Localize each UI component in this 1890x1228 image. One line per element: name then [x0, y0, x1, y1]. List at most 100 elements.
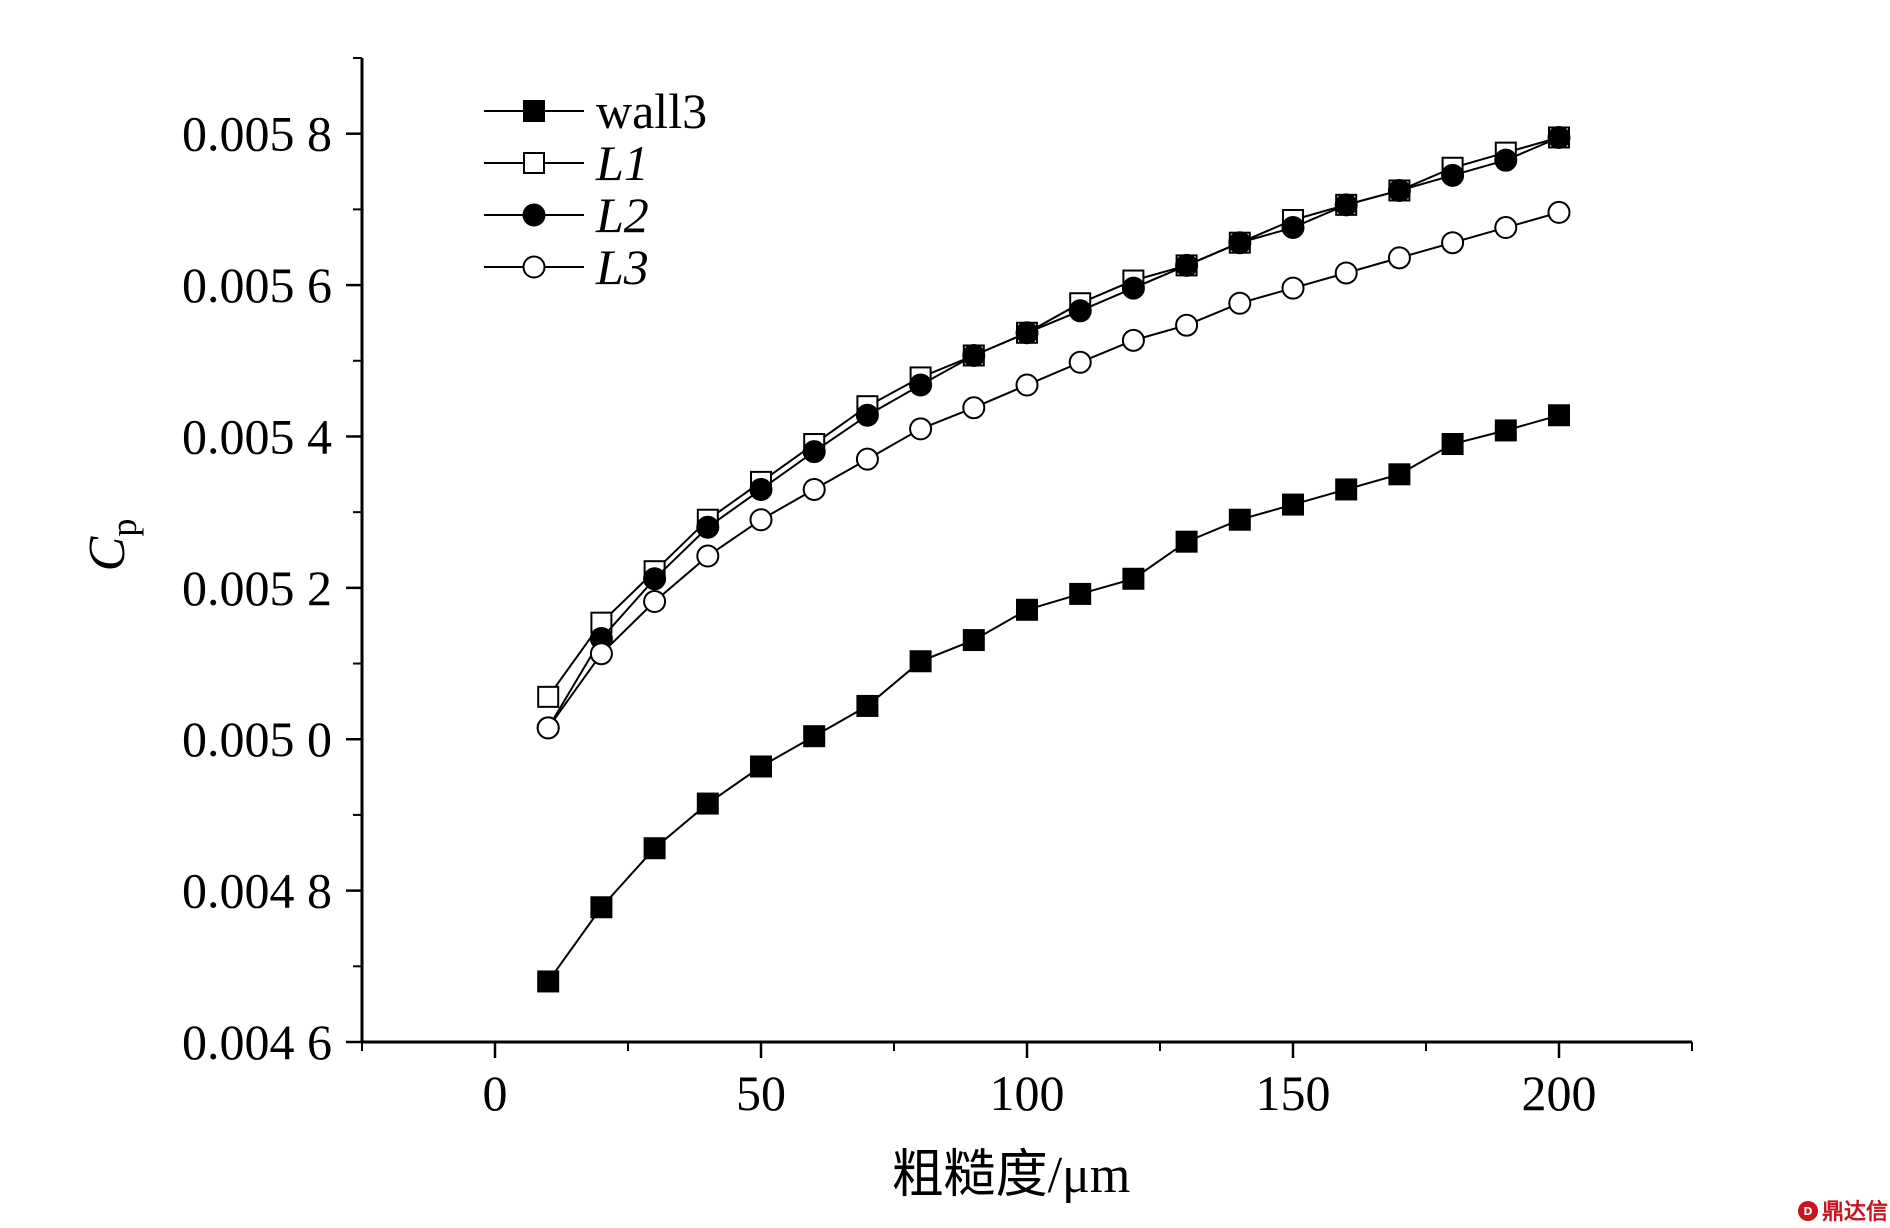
data-point-wall3	[643, 837, 666, 860]
legend-marker-l3	[522, 255, 546, 279]
x-tick-label: 50	[736, 1065, 786, 1121]
y-tick-label: 0.004 8	[182, 863, 332, 919]
series-line-wall3	[547, 414, 1560, 982]
data-point-wall3	[962, 629, 985, 652]
data-point-l3	[962, 396, 986, 420]
data-point-wall3	[803, 725, 826, 748]
data-point-wall3	[1228, 508, 1251, 531]
data-point-l2	[1441, 163, 1465, 187]
y-axis-title-subscript: p	[104, 519, 144, 537]
legend-label-l3: L3	[595, 239, 649, 295]
legend-item-l1: L1	[484, 135, 649, 191]
data-point-l3	[1387, 246, 1411, 270]
data-point-l3	[1494, 216, 1518, 240]
data-point-l3	[1228, 291, 1252, 315]
data-point-l2	[1547, 125, 1571, 149]
legend-item-wall3: wall3	[484, 83, 707, 139]
data-point-l2	[1068, 299, 1092, 323]
dingdaxin-logo-icon	[1798, 1201, 1818, 1221]
data-point-wall3	[1016, 598, 1038, 621]
data-point-l3	[1334, 261, 1358, 285]
data-point-l3	[1547, 200, 1571, 224]
y-tick-label: 0.005 2	[182, 560, 332, 616]
data-point-l3	[696, 544, 720, 568]
data-point-l2	[802, 440, 826, 464]
series-l3	[536, 200, 1571, 740]
data-point-l3	[1015, 373, 1039, 397]
data-point-wall3	[750, 755, 772, 778]
y-tick-label: 0.005 8	[182, 106, 332, 162]
data-point-l3	[1068, 350, 1092, 374]
data-point-l2	[1494, 148, 1518, 172]
data-point-l2	[696, 515, 720, 539]
data-point-l3	[589, 642, 613, 666]
watermark: D 鼎达信	[1798, 1199, 1888, 1225]
data-point-l2	[1334, 193, 1358, 217]
y-axis-title: Cp	[79, 519, 144, 572]
data-point-wall3	[1494, 419, 1517, 442]
data-point-wall3	[1282, 493, 1304, 516]
y-axis-title-main: C	[79, 535, 136, 571]
y-tick-label: 0.004 6	[182, 1014, 332, 1070]
data-point-wall3	[696, 792, 719, 815]
x-axis-ticks: 0 50 100 150 200	[361, 1042, 1693, 1121]
data-point-l2	[1228, 231, 1252, 255]
x-tick-label: 0	[483, 1065, 508, 1121]
data-point-wall3	[1175, 530, 1198, 553]
data-point-wall3	[1069, 582, 1092, 605]
data-point-l3	[536, 716, 560, 740]
legend-marker-l1	[523, 152, 545, 174]
series-l1	[537, 126, 1570, 708]
legend-label-l2: L2	[595, 187, 649, 243]
data-point-l2	[1015, 321, 1039, 345]
legend-marker-wall3	[523, 100, 545, 122]
data-point-wall3	[1122, 567, 1145, 590]
data-point-l3	[643, 589, 667, 613]
data-point-l3	[909, 417, 933, 441]
data-point-l3	[855, 447, 879, 471]
axes	[360, 58, 1692, 1044]
data-point-l2	[962, 343, 986, 367]
data-point-wall3	[1335, 478, 1358, 501]
x-tick-label: 150	[1256, 1065, 1331, 1121]
data-point-l3	[1441, 231, 1465, 255]
data-point-l2	[909, 373, 933, 397]
data-point-l2	[643, 567, 667, 591]
data-point-wall3	[590, 896, 613, 919]
series-line-l1	[547, 136, 1560, 698]
data-point-l3	[802, 477, 826, 501]
data-point-l3	[749, 508, 773, 532]
series-line-l2	[547, 136, 1560, 729]
legend-label-l1: L1	[595, 135, 649, 191]
data-point-l2	[1175, 253, 1199, 277]
legend-item-l3: L3	[484, 239, 649, 295]
watermark-text: 鼎达信	[1822, 1199, 1888, 1225]
y-tick-label: 0.005 6	[182, 257, 332, 313]
x-tick-label: 200	[1522, 1065, 1597, 1121]
data-point-wall3	[856, 694, 879, 717]
data-point-l1	[537, 685, 560, 708]
data-point-l2	[749, 477, 773, 501]
data-point-l2	[855, 403, 879, 427]
data-point-wall3	[1548, 404, 1570, 427]
x-axis-title: 粗糙度/μm	[892, 1147, 1131, 1204]
series-wall3	[537, 404, 1570, 993]
series-l2	[536, 125, 1571, 740]
data-point-wall3	[537, 970, 560, 993]
svg-text:Cp: Cp	[79, 519, 144, 572]
data-point-wall3	[1441, 433, 1464, 456]
watermark-logo-glyph: D	[1803, 1205, 1812, 1218]
data-point-l2	[1121, 276, 1145, 300]
data-point-l3	[1281, 276, 1305, 300]
data-point-l2	[1281, 216, 1305, 240]
legend-item-l2: L2	[484, 187, 649, 243]
legend-label-wall3: wall3	[596, 83, 707, 139]
data-point-wall3	[1388, 463, 1411, 486]
legend-marker-l2	[522, 203, 546, 227]
data-point-l3	[1121, 328, 1145, 352]
data-point-wall3	[909, 650, 932, 673]
y-tick-label: 0.005 0	[182, 711, 332, 767]
